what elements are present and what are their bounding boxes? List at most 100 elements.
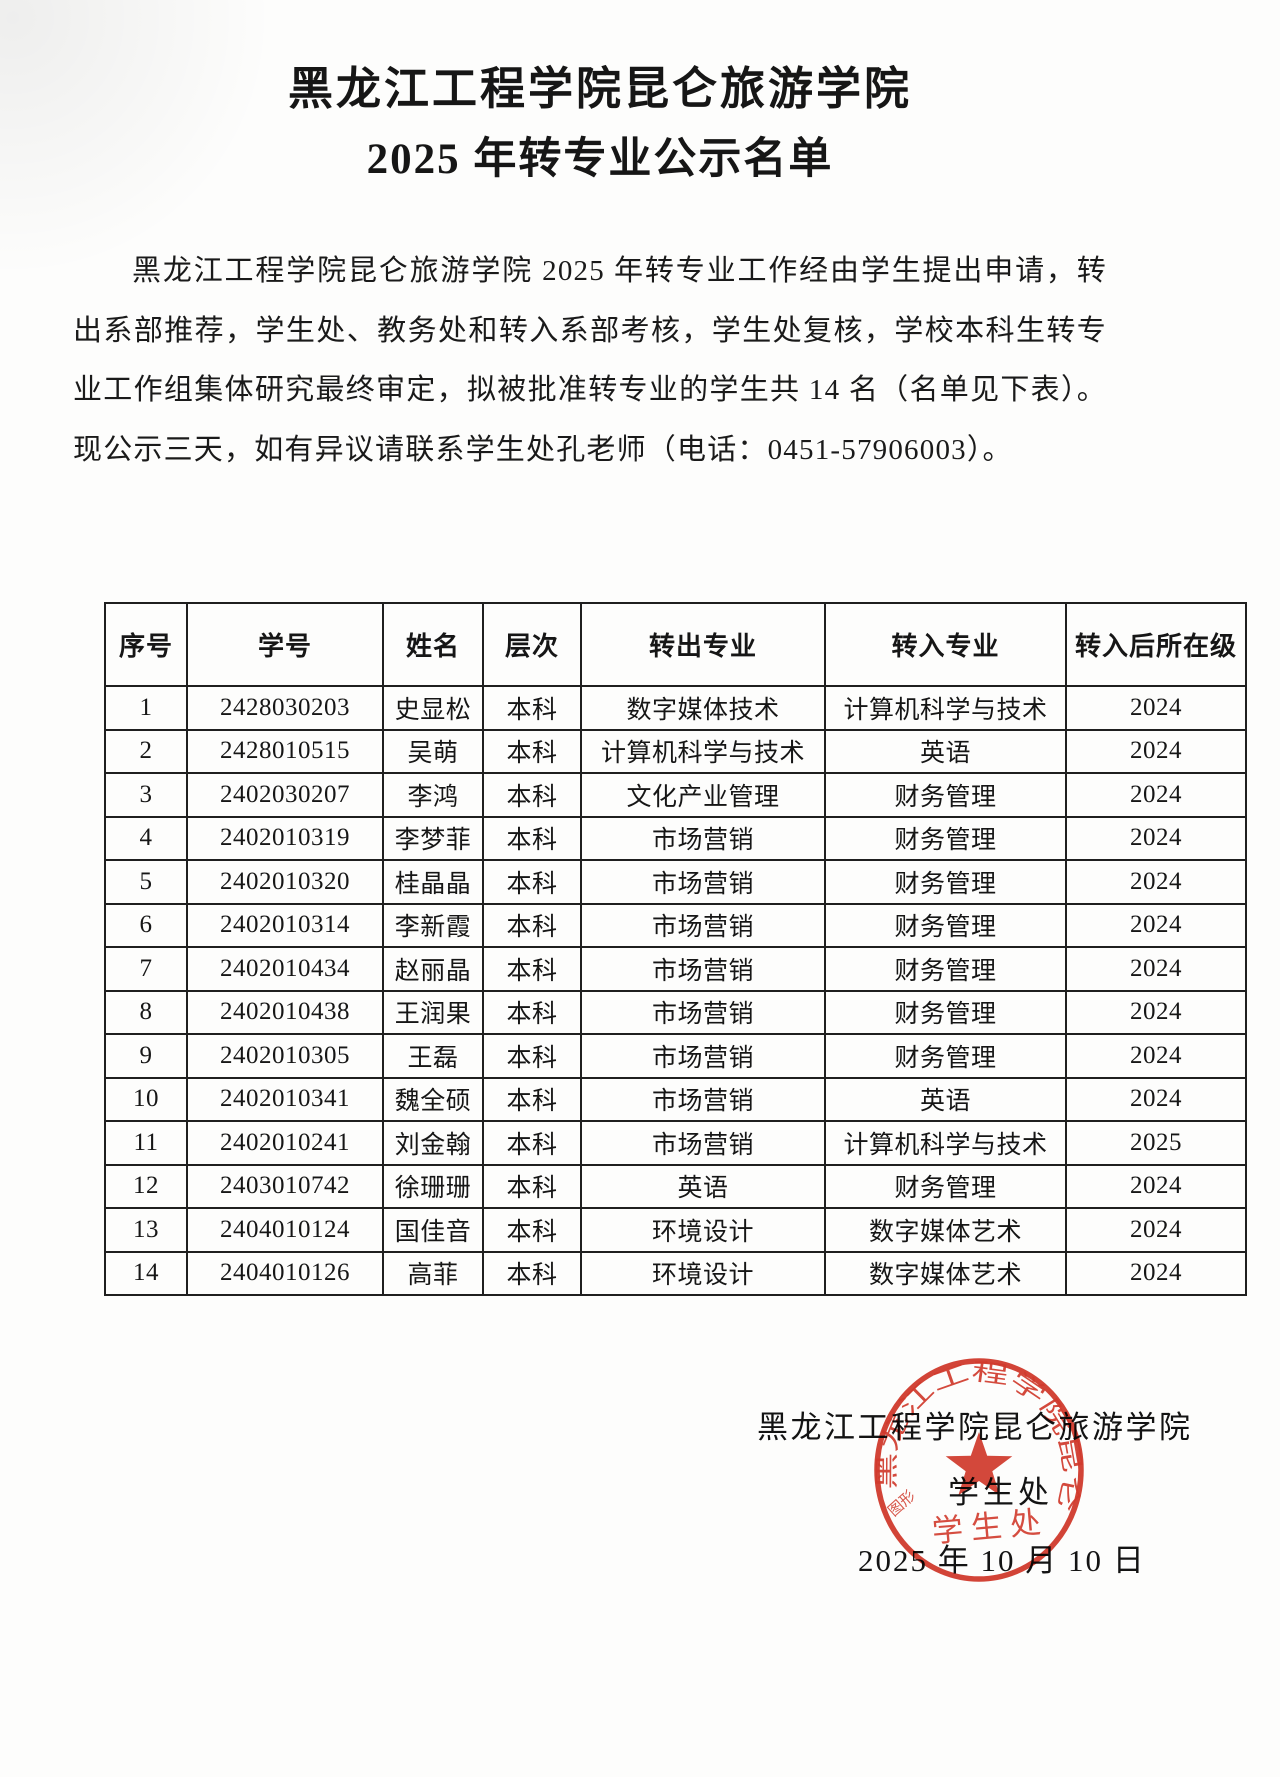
table-row: 7 2402010434 赵丽晶 本科 市场营销 财务管理 2024 [104,946,1247,992]
table-cell: 2402010434 [186,946,384,992]
table-cell: 2 [104,728,188,774]
column-header: 转入专业 [824,602,1067,687]
table-cell: 赵丽晶 [382,946,484,992]
table-cell: 2402010314 [186,902,384,948]
table-cell: 2428010515 [186,728,384,774]
table-cell: 本科 [482,1076,582,1122]
table-cell: 2402010320 [186,859,384,905]
table-cell: 王润果 [382,989,484,1035]
table-cell: 本科 [482,1163,582,1209]
column-header: 转出专业 [580,602,826,687]
table-cell: 市场营销 [580,815,826,861]
table-row: 9 2402010305 王磊 本科 市场营销 财务管理 2024 [104,1033,1247,1079]
column-header: 姓名 [382,602,484,687]
table-row: 4 2402010319 李梦菲 本科 市场营销 财务管理 2024 [104,815,1247,861]
table-cell: 2402010241 [186,1120,384,1166]
table-cell: 环境设计 [580,1250,826,1296]
table-row: 8 2402010438 王润果 本科 市场营销 财务管理 2024 [104,989,1247,1035]
table-cell: 2024 [1065,685,1247,731]
table-row: 12 2403010742 徐珊珊 本科 英语 财务管理 2024 [104,1163,1247,1209]
table-cell: 财务管理 [824,859,1067,905]
table-cell: 财务管理 [824,902,1067,948]
table-cell: 魏全硕 [382,1076,484,1122]
doc-title-line1: 黑龙江工程学院昆仑旅游学院 [287,64,912,114]
table-cell: 本科 [482,859,582,905]
table-row: 3 2402030207 李鸿 本科 文化产业管理 财务管理 2024 [104,772,1247,818]
table-row: 11 2402010241 刘金翰 本科 市场营销 计算机科学与技术 2025 [104,1120,1247,1166]
table-cell: 数字媒体技术 [580,685,826,731]
table-cell: 本科 [482,728,582,774]
table-cell: 本科 [482,772,582,818]
table-cell: 2403010742 [186,1163,384,1209]
column-header: 序号 [104,602,188,687]
seal-star-icon [945,1432,1013,1496]
table-cell: 9 [104,1033,188,1079]
table-cell: 4 [104,815,188,861]
table-cell: 本科 [482,685,582,731]
table-cell: 2428030203 [186,685,384,731]
table-cell: 2402010319 [186,815,384,861]
table-cell: 2024 [1065,772,1247,818]
table-cell: 2024 [1065,728,1247,774]
table-cell: 2024 [1065,1033,1247,1079]
doc-title-line2: 2025 年转专业公示名单 [366,136,834,183]
table-cell: 2402030207 [186,772,384,818]
table-cell: 数字媒体艺术 [824,1250,1067,1296]
table-cell: 2024 [1065,1207,1247,1253]
table-cell: 高菲 [382,1250,484,1296]
table-cell: 英语 [824,728,1067,774]
table-cell: 2024 [1065,1250,1247,1296]
table-cell: 刘金翰 [382,1120,484,1166]
table-cell: 本科 [482,946,582,992]
table-cell: 史显松 [382,685,484,731]
table-cell: 2404010126 [186,1250,384,1296]
table-cell: 王磊 [382,1033,484,1079]
table-cell: 市场营销 [580,946,826,992]
table-cell: 2024 [1065,815,1247,861]
table-cell: 计算机科学与技术 [824,685,1067,731]
table-cell: 市场营销 [580,902,826,948]
seal-ring [874,1358,1084,1582]
table-cell: 本科 [482,902,582,948]
transfer-roster-table: 序号 学号 姓名 层次 转出专业 转入专业 转入后所在级 1 2428030203 史显松 本科数… [104,602,1247,1296]
table-cell: 吴萌 [382,728,484,774]
table-cell: 财务管理 [824,1163,1067,1209]
table-cell: 徐珊珊 [382,1163,484,1209]
table-cell: 本科 [482,989,582,1035]
table-cell: 数字媒体艺术 [824,1207,1067,1253]
table-row: 5 2402010320 桂晶晶 本科 市场营销 财务管理 2024 [104,859,1247,905]
table-cell: 计算机科学与技术 [824,1120,1067,1166]
table-cell: 英语 [580,1163,826,1209]
doc-paragraph: 黑龙江工程学院昆仑旅游学院 2025 年转专业工作经由学生提出申请，转出系部推荐… [73,255,1107,466]
table-cell: 2402010341 [186,1076,384,1122]
table-cell: 英语 [824,1076,1067,1122]
table-cell: 2402010438 [186,989,384,1035]
table-cell: 14 [104,1250,188,1296]
table-cell: 1 [104,685,188,731]
table-cell: 市场营销 [580,1076,826,1122]
table-cell: 本科 [482,1250,582,1296]
table-cell: 市场营销 [580,1120,826,1166]
seal-center-text: 学生处 [931,1504,1051,1549]
table-cell: 2402010305 [186,1033,384,1079]
table-cell: 李新霞 [382,902,484,948]
table-cell: 本科 [482,815,582,861]
table-cell: 国佳音 [382,1207,484,1253]
table-cell: 财务管理 [824,772,1067,818]
table-row: 6 2402010314 李新霞 本科 市场营销 财务管理 2024 [104,902,1247,948]
table-cell: 2024 [1065,902,1247,948]
seal-ring-text: 黑龙江工程学院昆仑旅游学院 [868,1352,1085,1514]
table-cell: 市场营销 [580,1033,826,1079]
table-cell: 本科 [482,1033,582,1079]
official-seal-stamp: 黑龙江工程学院昆仑旅游学院 学生处 图形 [868,1352,1085,1582]
table-cell: 环境设计 [580,1207,826,1253]
table-cell: 市场营销 [580,989,826,1035]
table-cell: 财务管理 [824,815,1067,861]
column-header: 层次 [482,602,582,687]
table-cell: 财务管理 [824,989,1067,1035]
table-cell: 财务管理 [824,1033,1067,1079]
table-cell: 2024 [1065,859,1247,905]
table-cell: 文化产业管理 [580,772,826,818]
table-cell: 2404010124 [186,1207,384,1253]
